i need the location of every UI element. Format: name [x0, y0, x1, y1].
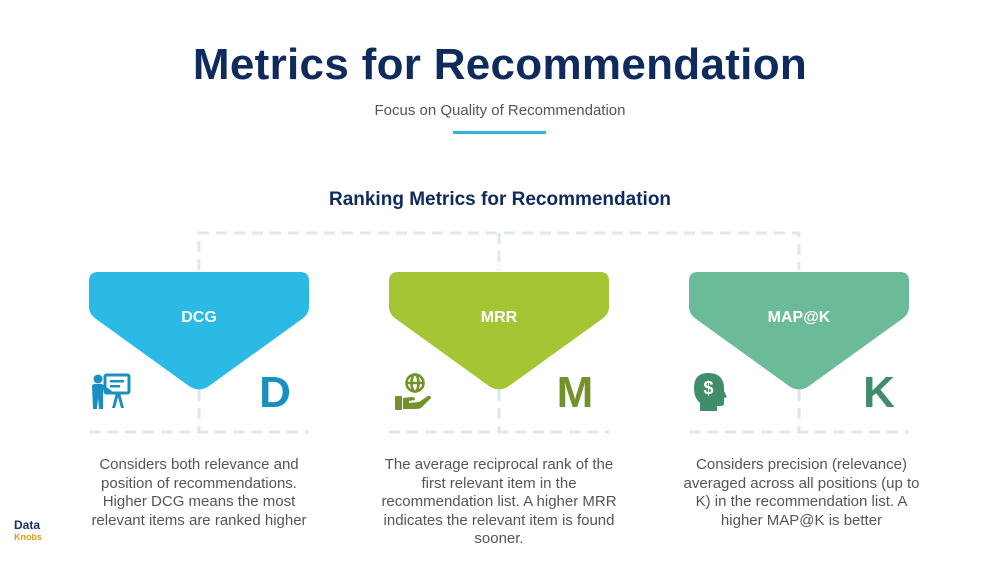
card-letter-dcg: D: [259, 368, 291, 417]
connector-lines: [89, 231, 909, 434]
card-letter-mrr: M: [556, 368, 594, 417]
card-letter-mapk: K: [863, 368, 895, 417]
brand-logo: Data Knobs: [14, 518, 54, 543]
svg-text:$: $: [703, 378, 713, 398]
page-title: Metrics for Recommendation: [192, 40, 808, 89]
title-underline: [453, 131, 546, 134]
card-description-dcg: Considers both relevance and position of…: [91, 456, 307, 529]
logo-line-1: Data: [14, 518, 41, 532]
page-subtitle: Focus on Quality of Recommendation: [374, 102, 626, 119]
card-label-mrr: MRR: [480, 309, 518, 326]
logo-line-2: Knobs: [14, 532, 42, 542]
dollar-head-icon: $: [694, 373, 727, 411]
card-label-mapk: MAP@K: [767, 309, 831, 326]
card-shape-mapk: [689, 272, 909, 390]
card-shape-dcg: [89, 272, 309, 390]
section-heading: Ranking Metrics for Recommendation: [328, 189, 672, 210]
card-description-mrr: The average reciprocal rank of the first…: [381, 456, 617, 547]
card-description-mapk: Considers precision (relevance) averaged…: [683, 456, 920, 529]
presentation-icon: [92, 373, 131, 409]
card-label-dcg: DCG: [181, 309, 217, 326]
card-shape-mrr: [389, 272, 609, 390]
top-bracket: [197, 231, 801, 270]
globe-hand-icon: [395, 373, 431, 410]
